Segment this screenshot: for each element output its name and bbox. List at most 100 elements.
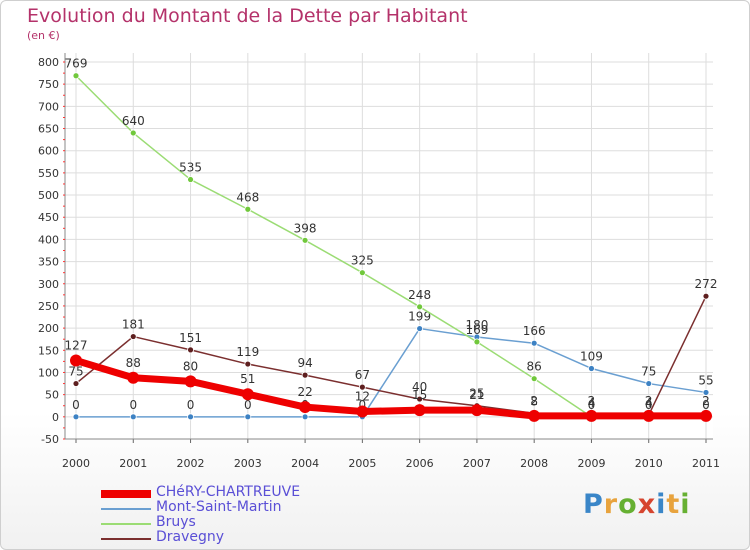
data-label: 75 bbox=[68, 365, 83, 379]
data-label: 769 bbox=[65, 57, 88, 71]
data-label: 0 bbox=[588, 398, 596, 412]
data-point bbox=[244, 360, 252, 368]
brand-letter: t bbox=[666, 489, 681, 520]
data-point bbox=[528, 409, 541, 422]
data-label: 4 bbox=[588, 396, 596, 410]
y-tick-label: 650 bbox=[38, 123, 59, 136]
data-label: 0 bbox=[645, 398, 653, 412]
y-tick-label: 400 bbox=[38, 233, 59, 246]
x-tick-label: 2008 bbox=[520, 457, 548, 470]
data-label: 40 bbox=[412, 380, 427, 394]
data-point bbox=[416, 303, 424, 311]
data-label: 151 bbox=[179, 331, 202, 345]
data-point bbox=[301, 236, 309, 244]
data-point bbox=[358, 269, 366, 277]
data-label: 468 bbox=[236, 190, 259, 204]
data-point bbox=[702, 292, 710, 300]
x-tick-label: 2004 bbox=[291, 457, 319, 470]
data-label: 166 bbox=[523, 324, 546, 338]
data-label: 272 bbox=[695, 277, 718, 291]
data-label: 181 bbox=[122, 318, 145, 332]
data-point bbox=[129, 129, 137, 137]
brand-letter: x bbox=[637, 489, 657, 520]
y-tick-label: 300 bbox=[38, 278, 59, 291]
y-tick-label: 500 bbox=[38, 189, 59, 202]
legend-swatch bbox=[101, 508, 151, 510]
data-label: 4 bbox=[645, 396, 653, 410]
y-tick-label: 750 bbox=[38, 78, 59, 91]
y-tick-label: 250 bbox=[38, 300, 59, 313]
legend-item: Dravegny bbox=[101, 529, 401, 546]
legend: CHéRY-CHARTREUVE Mont-Saint-Martin Bruys Dr… bbox=[101, 484, 401, 546]
data-point bbox=[187, 176, 194, 183]
data-label: 55 bbox=[698, 373, 713, 387]
data-point bbox=[72, 72, 80, 80]
x-tick-label: 2006 bbox=[406, 457, 434, 470]
data-label: 8 bbox=[530, 394, 538, 408]
data-point bbox=[184, 375, 197, 388]
data-point bbox=[301, 371, 309, 379]
x-tick-label: 2001 bbox=[119, 457, 147, 470]
y-tick-label: 550 bbox=[38, 167, 59, 180]
data-label: 180 bbox=[465, 318, 488, 332]
legend-label: Bruys bbox=[156, 514, 196, 530]
data-label: 119 bbox=[236, 345, 259, 359]
data-label: 80 bbox=[183, 359, 198, 373]
legend-item: CHéRY-CHARTREUVE bbox=[101, 484, 401, 501]
legend-label: Mont-Saint-Martin bbox=[156, 499, 282, 515]
data-label: 640 bbox=[122, 114, 145, 128]
data-label: 15 bbox=[412, 388, 427, 402]
legend-item: Bruys bbox=[101, 514, 401, 531]
data-point bbox=[187, 413, 194, 421]
data-label: 67 bbox=[355, 368, 370, 382]
data-point bbox=[70, 354, 82, 367]
data-point bbox=[645, 380, 653, 387]
data-point bbox=[358, 383, 366, 391]
x-tick-label: 2003 bbox=[234, 457, 262, 470]
data-label: 199 bbox=[408, 310, 431, 324]
data-label: 88 bbox=[126, 356, 141, 370]
y-tick-label: 450 bbox=[38, 211, 59, 224]
data-label: 0 bbox=[244, 398, 252, 412]
data-label: 21 bbox=[469, 388, 484, 402]
series-line-0 bbox=[75, 327, 707, 418]
x-tick-label: 2009 bbox=[577, 457, 605, 470]
data-label: 398 bbox=[294, 221, 317, 235]
chart-title: Evolution du Montant de la Dette par Hab… bbox=[27, 5, 468, 27]
x-tick-label: 2011 bbox=[692, 457, 720, 470]
data-point bbox=[416, 395, 424, 403]
y-tick-label: 800 bbox=[38, 56, 59, 69]
data-label: 25 bbox=[469, 387, 484, 401]
data-label: 248 bbox=[408, 288, 431, 302]
data-label: 325 bbox=[351, 254, 374, 268]
data-point bbox=[187, 346, 194, 354]
data-point bbox=[301, 413, 309, 421]
data-label: 535 bbox=[179, 161, 202, 175]
data-point bbox=[244, 205, 252, 213]
data-point bbox=[530, 375, 538, 383]
data-point bbox=[413, 404, 426, 417]
data-label: 51 bbox=[240, 372, 255, 386]
legend-label: Dravegny bbox=[156, 529, 225, 545]
data-point bbox=[129, 413, 137, 421]
data-label: 0 bbox=[72, 398, 80, 412]
y-tick-label: 100 bbox=[38, 366, 59, 379]
brand-letter: i bbox=[656, 489, 667, 520]
brand-letter: r bbox=[603, 489, 619, 520]
y-tick-label: 600 bbox=[38, 145, 59, 158]
legend-swatch bbox=[101, 538, 151, 540]
data-label: 2 bbox=[530, 394, 538, 408]
chart-subtitle: (en €) bbox=[27, 29, 60, 42]
data-point bbox=[72, 413, 80, 421]
data-label: 86 bbox=[527, 360, 542, 374]
legend-label: CHéRY-CHARTREUVE bbox=[156, 484, 301, 500]
brand-letter: i bbox=[680, 489, 691, 520]
data-label: 2 bbox=[702, 394, 710, 408]
data-label: 0 bbox=[187, 398, 195, 412]
brand-letter: P bbox=[583, 489, 604, 520]
data-point bbox=[299, 401, 312, 414]
data-point bbox=[642, 409, 655, 422]
data-point bbox=[241, 388, 254, 401]
data-label: 75 bbox=[641, 365, 656, 379]
